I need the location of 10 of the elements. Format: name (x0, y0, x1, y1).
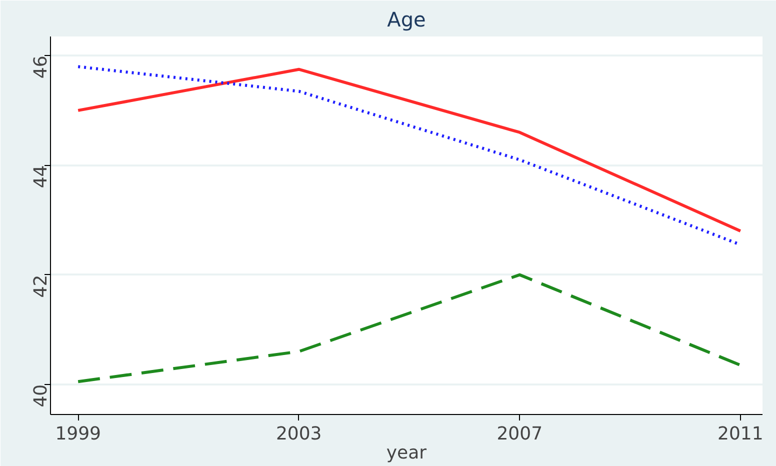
y-tick-label: 42 (30, 274, 52, 298)
y-tick-label: 44 (30, 165, 52, 188)
y-tick-label: 46 (30, 56, 52, 79)
x-tick-label: 2011 (718, 424, 764, 444)
chart-title: Age (387, 8, 426, 32)
x-tick-label: 1999 (55, 424, 102, 444)
x-axis-title: year (386, 442, 428, 464)
x-tick-label: 2007 (496, 424, 543, 444)
x-tick-label: 2003 (276, 424, 322, 444)
y-tick-label: 40 (30, 384, 52, 408)
